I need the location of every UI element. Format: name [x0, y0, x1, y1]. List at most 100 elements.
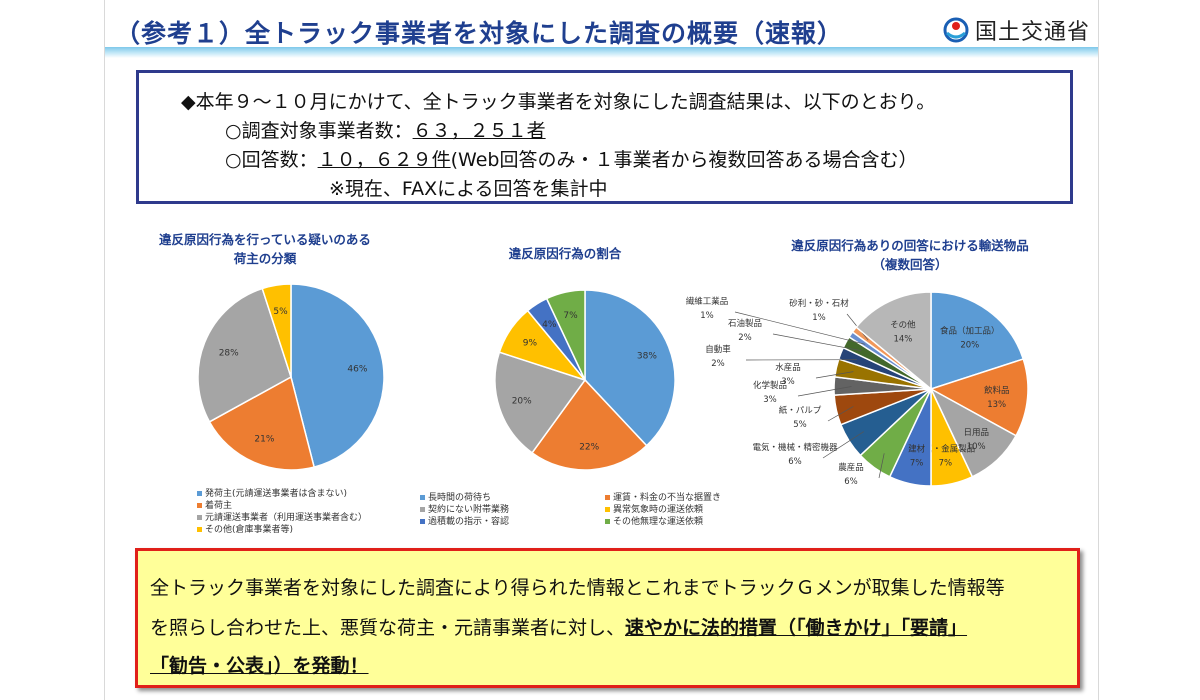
slice-percent: 13% — [987, 400, 1006, 410]
chart2-legend-col2: 運賃・料金の不当な据置き 異常気象時の運送依頼 その他無理な運送依頼 — [605, 492, 721, 528]
leader-line — [815, 371, 854, 379]
response-count-label: ○回答数： — [225, 149, 318, 171]
chart1-legend: 発荷主(元請運送事業者は含まない) 着荷主 元請運送事業者（利用運送事業者含む）… — [197, 488, 367, 536]
slice-percent: 10% — [967, 442, 986, 452]
slice-percent: 7% — [910, 458, 924, 468]
leader-line — [797, 386, 852, 397]
slice-label: 食品（加工品） — [940, 326, 1000, 337]
mlit-emblem-icon — [943, 17, 969, 43]
pie-slice — [930, 291, 1025, 391]
survey-target-count: ○調査対象事業者数：６３，２５１者 — [225, 116, 546, 143]
legend-swatch — [420, 519, 425, 524]
slice-percent: 20% — [512, 397, 532, 407]
slice-label: 紙・パルプ — [779, 405, 822, 416]
slice-percent: 6% — [788, 457, 802, 467]
fax-note: ※現在、FAXによる回答を集計中 — [329, 178, 608, 200]
pie-slice — [494, 351, 587, 454]
slice-label: 農産品 — [838, 462, 864, 473]
chart1-legend-item: 着荷主 — [197, 500, 367, 512]
legend-swatch — [420, 495, 425, 500]
chart1-title: 違反原因行為を行っている疑いのある 荷主の分類 — [145, 230, 385, 268]
conclusion-line1: 全トラック事業者を対象にした調査により得られた情報とこれまでトラックＧメンが取集… — [150, 577, 1005, 599]
survey-target-value: ６３，２５１者 — [412, 120, 546, 142]
slice-percent: 5% — [273, 307, 288, 317]
chart1-title-line1: 違反原因行為を行っている疑いのある — [159, 232, 371, 247]
conclusion-line2-strong: 速やかに法的措置（「働きかけ」「要請」 — [625, 617, 968, 639]
slice-percent: 5% — [793, 420, 807, 430]
legend-swatch — [420, 507, 425, 512]
slice-percent: 46% — [347, 365, 367, 375]
slice-label: 石油製品 — [728, 318, 762, 329]
pie-slice — [197, 287, 292, 423]
slice-percent: 22% — [579, 443, 599, 453]
page-right-border — [1098, 0, 1099, 700]
pie-slice — [290, 283, 385, 468]
chart3-title: 違反原因行為ありの回答における輸送物品 （複数回答） — [750, 236, 1070, 274]
chart2-legend-item: 異常気象時の運送依頼 — [605, 504, 721, 516]
pie-slice — [208, 375, 316, 471]
pie-slice — [545, 289, 586, 381]
slice-percent: 38% — [637, 352, 657, 362]
title-underline-bar — [105, 47, 1098, 58]
slice-percent: 7% — [939, 458, 953, 468]
chart2-legend-col1: 長時間の荷待ち 契約にない附帯業務 過積載の指示・容認 — [420, 492, 509, 528]
slice-label: 自動車 — [705, 344, 731, 355]
slice-label: 日用品 — [963, 428, 989, 438]
leader-line — [878, 453, 885, 479]
slice-percent: 3% — [763, 395, 777, 405]
pie-charts-canvas: 46% 21% 28% 5% 38% 22% 20% 9% 4% 7% 食品（加工品） 20% 飲料品 1… — [197, 283, 1029, 487]
slice-percent: 28% — [219, 348, 239, 358]
leader-line — [772, 333, 862, 352]
conclusion-box: 全トラック事業者を対象にした調査により得られた情報とこれまでトラックＧメンが取集… — [135, 548, 1080, 688]
slide: （参考１）全トラック事業者を対象にした調査の概要（速報） 国土交通省 ◆本年９～… — [105, 0, 1098, 700]
chart1-legend-item: その他(倉庫事業者等) — [197, 524, 367, 536]
chart2-legend-item: 過積載の指示・容認 — [420, 516, 509, 528]
chart3-title-line2: （複数回答） — [872, 257, 948, 272]
slice-label: 金属・金属製品 — [916, 443, 976, 454]
slice-label: 電気・機械・精密機器 — [752, 442, 838, 453]
chart2-legend-item: 契約にない附帯業務 — [420, 504, 509, 516]
logo-text: 国土交通省 — [974, 20, 1090, 45]
chart2-legend-item: 運賃・料金の不当な据置き — [605, 492, 721, 504]
slice-label: 化学製品 — [753, 380, 787, 391]
legend-swatch — [197, 515, 202, 520]
leader-line — [734, 311, 866, 345]
survey-target-label: ○調査対象事業者数： — [225, 120, 413, 142]
slice-percent: 3% — [781, 377, 795, 387]
legend-swatch — [197, 491, 202, 496]
mlit-logo: 国土交通省 — [943, 14, 1090, 46]
slice-percent: 1% — [700, 311, 714, 321]
legend-swatch — [605, 495, 610, 500]
slice-label: その他 — [890, 319, 916, 330]
slice-percent: 20% — [960, 341, 979, 351]
legend-swatch — [197, 527, 202, 532]
leader-line — [827, 406, 854, 422]
summary-lead: ◆本年９～１０月にかけて、全トラック事業者を対象にした調査結果は、以下のとおり。 — [181, 91, 936, 113]
slice-percent: 4% — [542, 320, 557, 330]
chart2-title: 違反原因行為の割合 — [508, 246, 622, 261]
chart2-legend-item: 長時間の荷待ち — [420, 492, 509, 504]
legend-swatch — [605, 507, 610, 512]
conclusion-line2-plain: を照らし合わせた上、悪質な荷主・元請事業者に対し、 — [150, 617, 626, 639]
chart1-legend-item: 発荷主(元請運送事業者は含まない) — [197, 488, 367, 500]
pie-slice — [584, 289, 676, 447]
conclusion-line3: 「勧告・公表」）を発動！ — [150, 651, 369, 678]
slice-label: 繊維工業品 — [686, 296, 729, 307]
legend-swatch — [197, 503, 202, 508]
slice-percent: 7% — [563, 311, 578, 321]
slice-label: 建材 — [908, 443, 926, 454]
page-left-border — [104, 0, 105, 700]
response-count-value: １０，６２９件 — [317, 149, 451, 171]
slice-percent: 1% — [812, 313, 826, 323]
chart3-title-line1: 違反原因行為ありの回答における輸送物品 — [791, 238, 1029, 253]
leader-line — [822, 431, 864, 459]
pie-slice — [855, 291, 932, 391]
pie-slice — [929, 358, 1029, 437]
slice-percent: 6% — [844, 477, 858, 487]
response-count-note: (Web回答のみ・１事業者から複数回答ある場合含む） — [450, 149, 918, 171]
pie-slice — [261, 283, 292, 378]
slice-percent: 2% — [711, 359, 725, 369]
response-count: ○回答数：１０，６２９件(Web回答のみ・１事業者から複数回答ある場合含む） — [225, 145, 917, 172]
conclusion-line3-strong: 「勧告・公表」）を発動！ — [150, 655, 369, 677]
pie-slice — [531, 378, 648, 471]
